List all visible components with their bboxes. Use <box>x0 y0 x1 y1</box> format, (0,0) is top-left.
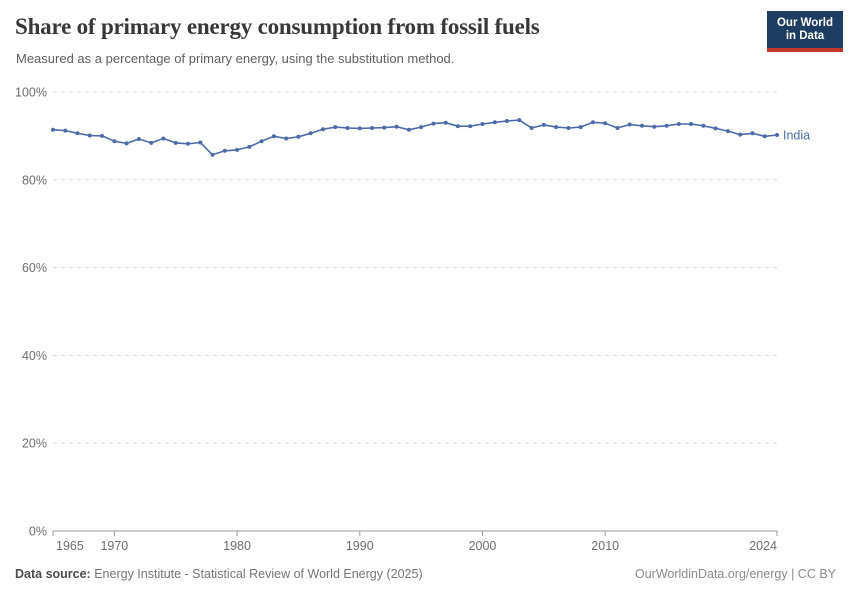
data-point[interactable] <box>701 123 706 128</box>
series-end-label[interactable]: India <box>783 129 810 143</box>
data-point[interactable] <box>136 137 141 141</box>
data-point[interactable] <box>75 131 80 136</box>
y-tick-label: 80% <box>22 173 47 187</box>
data-point[interactable] <box>541 122 546 127</box>
x-tick-label: 2000 <box>469 539 497 553</box>
x-tick-label: 1980 <box>223 539 251 553</box>
data-point[interactable] <box>394 124 399 129</box>
owid-logo[interactable]: Our World in Data <box>767 11 843 52</box>
data-point[interactable] <box>689 122 694 126</box>
data-point[interactable] <box>431 121 436 126</box>
x-tick-label: 1990 <box>346 539 374 553</box>
data-source-text: Energy Institute - Statistical Review of… <box>94 567 423 581</box>
data-point[interactable] <box>100 133 105 138</box>
data-point[interactable] <box>161 136 166 141</box>
data-point[interactable] <box>87 133 92 138</box>
data-point[interactable] <box>738 132 743 137</box>
chart-subtitle: Measured as a percentage of primary ener… <box>16 51 455 66</box>
data-point[interactable] <box>713 126 718 131</box>
y-tick-label: 100% <box>15 86 47 100</box>
x-tick-label: 2024 <box>749 539 777 553</box>
data-source-label: Data source: <box>15 567 91 581</box>
data-point[interactable] <box>271 134 276 139</box>
x-tick-label: 1965 <box>56 539 84 553</box>
y-tick-label: 0% <box>29 525 47 539</box>
data-point[interactable] <box>590 120 595 125</box>
data-point[interactable] <box>652 124 657 129</box>
owid-logo-line2: in Data <box>785 30 825 42</box>
data-point[interactable] <box>762 134 767 139</box>
data-point[interactable] <box>603 121 608 126</box>
data-line <box>52 119 778 156</box>
data-point[interactable] <box>505 119 509 123</box>
data-point[interactable] <box>308 131 313 136</box>
data-point[interactable] <box>443 120 448 125</box>
data-point[interactable] <box>112 139 117 144</box>
data-point[interactable] <box>517 118 522 123</box>
data-point[interactable] <box>455 124 460 129</box>
data-point[interactable] <box>173 140 178 145</box>
data-point[interactable] <box>468 124 473 129</box>
data-point[interactable] <box>370 126 375 130</box>
data-point[interactable] <box>198 140 203 145</box>
data-point[interactable] <box>235 147 240 152</box>
data-point[interactable] <box>296 134 301 139</box>
data-point[interactable] <box>419 125 424 130</box>
x-tick-label: 2010 <box>591 539 619 553</box>
data-point[interactable] <box>357 126 362 131</box>
data-point[interactable] <box>406 127 411 132</box>
data-point[interactable] <box>578 125 583 130</box>
x-tick-label: 1970 <box>100 539 128 553</box>
data-point[interactable] <box>566 126 571 130</box>
data-point[interactable] <box>222 148 227 153</box>
data-point[interactable] <box>63 128 68 133</box>
data-point[interactable] <box>333 125 338 130</box>
y-tick-label: 20% <box>22 437 47 451</box>
data-point[interactable] <box>124 141 129 146</box>
data-point[interactable] <box>210 152 215 157</box>
data-point[interactable] <box>627 122 632 127</box>
chart-title: Share of primary energy consumption from… <box>15 14 540 39</box>
data-point[interactable] <box>480 122 485 126</box>
data-point[interactable] <box>51 127 55 132</box>
data-point[interactable] <box>750 131 755 136</box>
data-point[interactable] <box>382 125 387 130</box>
data-point[interactable] <box>529 126 534 130</box>
data-point[interactable] <box>284 136 289 141</box>
owid-logo-line1: Our World <box>776 17 833 29</box>
attribution-link[interactable]: OurWorldinData.org/energy | CC BY <box>634 567 836 581</box>
data-point[interactable] <box>554 125 559 130</box>
data-point[interactable] <box>149 140 154 145</box>
data-source: Data source: Energy Institute - Statisti… <box>15 567 423 581</box>
data-point[interactable] <box>676 122 681 126</box>
data-point[interactable] <box>186 141 190 146</box>
data-point[interactable] <box>345 126 350 130</box>
y-tick-label: 60% <box>22 261 47 275</box>
data-point[interactable] <box>664 123 669 128</box>
data-point[interactable] <box>725 129 730 134</box>
data-point[interactable] <box>247 144 252 149</box>
data-point[interactable] <box>259 139 264 144</box>
y-tick-label: 40% <box>22 349 47 363</box>
data-point[interactable] <box>640 123 644 128</box>
data-point[interactable] <box>492 120 497 125</box>
data-point[interactable] <box>615 126 620 130</box>
data-point[interactable] <box>775 133 779 137</box>
data-point[interactable] <box>321 127 325 132</box>
